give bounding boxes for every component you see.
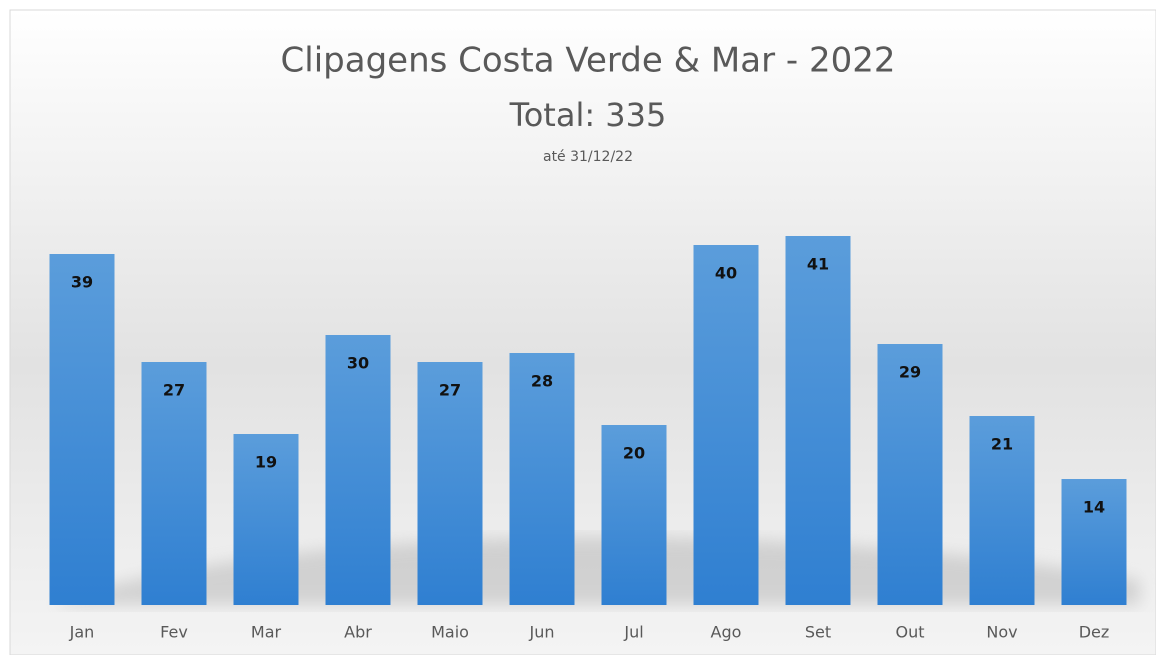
data-label: 27 — [163, 381, 185, 400]
x-tick-label: Jul — [623, 623, 643, 642]
data-label: 19 — [255, 453, 277, 472]
x-tick-label: Nov — [986, 623, 1017, 642]
data-label: 21 — [991, 435, 1013, 454]
bar — [785, 236, 851, 605]
bar — [325, 335, 391, 605]
x-tick-label: Jun — [529, 623, 555, 642]
data-label: 27 — [439, 381, 461, 400]
data-label: 41 — [807, 255, 829, 274]
bar — [233, 434, 299, 605]
bar — [49, 254, 115, 605]
bar — [509, 353, 575, 605]
data-label: 39 — [71, 273, 93, 292]
bar — [141, 362, 207, 605]
x-tick-label: Dez — [1079, 623, 1110, 642]
data-label: 29 — [899, 363, 921, 382]
x-tick-label: Maio — [431, 623, 469, 642]
bar — [693, 245, 759, 605]
data-label: 40 — [715, 264, 737, 283]
data-label: 14 — [1083, 498, 1105, 517]
x-tick-label: Ago — [711, 623, 742, 642]
bar — [1061, 479, 1127, 605]
x-tick-label: Fev — [160, 623, 188, 642]
x-tick-label: Abr — [344, 623, 372, 642]
bar — [877, 344, 943, 605]
bar — [417, 362, 483, 605]
chart-note: até 31/12/22 — [543, 149, 633, 165]
x-tick-label: Out — [895, 623, 924, 642]
chart-subtitle: Total: 335 — [509, 96, 667, 134]
bar — [601, 425, 667, 605]
data-label: 30 — [347, 354, 369, 373]
x-tick-label: Jan — [69, 623, 95, 642]
x-tick-label: Mar — [251, 623, 282, 642]
data-label: 20 — [623, 444, 645, 463]
data-label: 28 — [531, 372, 553, 391]
x-tick-label: Set — [805, 623, 831, 642]
bar — [969, 416, 1035, 605]
chart-title: Clipagens Costa Verde & Mar - 2022 — [281, 41, 896, 81]
